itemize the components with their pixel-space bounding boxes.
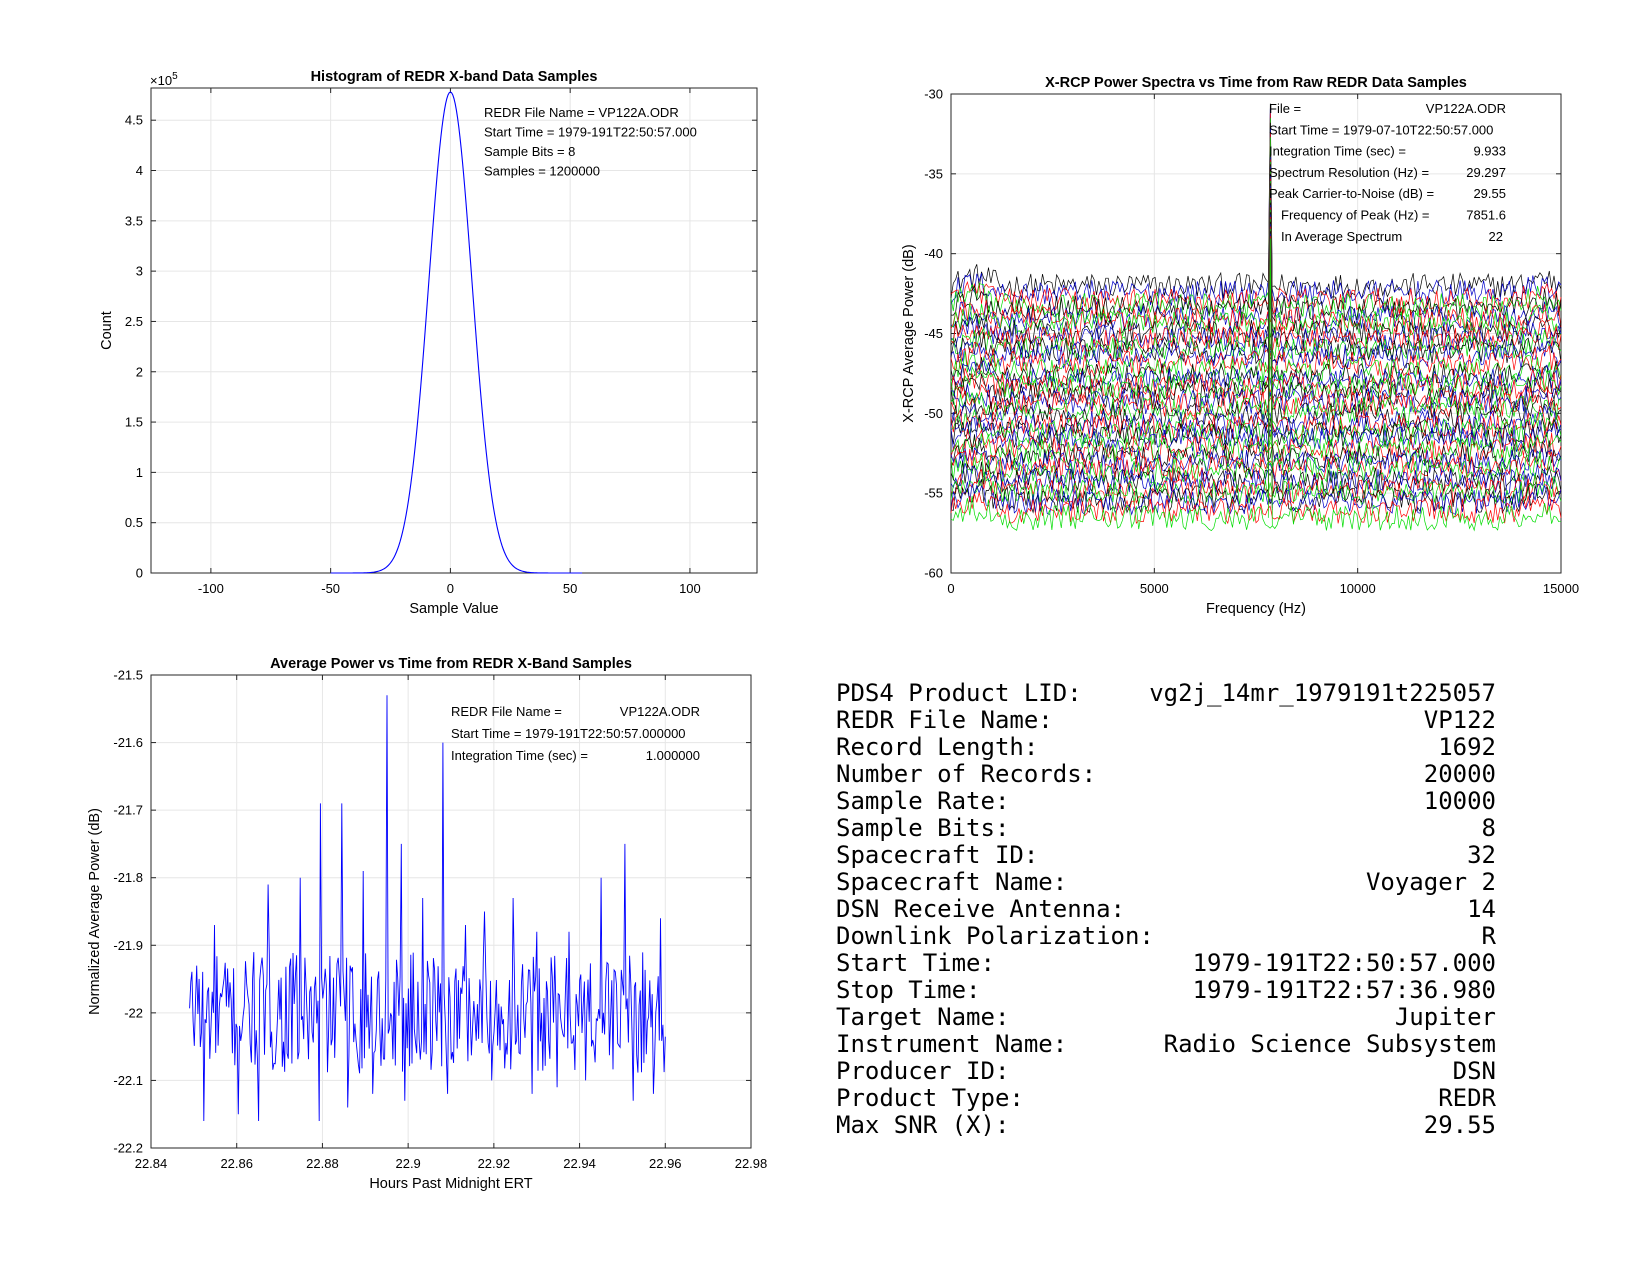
summary-label: Spacecraft Name:: [836, 868, 1068, 896]
summary-label: Producer ID:: [836, 1057, 1010, 1085]
summary-value: 1979-191T22:57:36.980: [1192, 976, 1496, 1004]
x-tick-label: 50: [563, 581, 577, 596]
y-tick-label: 4.5: [125, 113, 143, 128]
annotation-text: Sample Bits = 8: [484, 144, 575, 159]
histogram-curve: [330, 91, 583, 574]
summary-value: REDR: [1438, 1084, 1496, 1112]
summary-label: PDS4 Product LID:: [836, 679, 1082, 707]
summary-label: Product Type:: [836, 1084, 1024, 1112]
summary-row: Spacecraft Name: Voyager 2: [836, 869, 1496, 896]
x-tick-label: -100: [198, 581, 224, 596]
x-tick-label: 100: [679, 581, 701, 596]
y-axis-label: Count: [99, 311, 115, 350]
summary-value: Jupiter: [1394, 1003, 1496, 1031]
y-tick-label: 2: [136, 364, 143, 379]
summary-row: Sample Bits: 8: [836, 815, 1496, 842]
summary-label: Start Time:: [836, 949, 995, 977]
exponent-base: ×10: [150, 73, 172, 88]
summary-value: 14: [1467, 895, 1496, 923]
summary-value: R: [1481, 922, 1496, 950]
y-exponent-label: ×105: [150, 71, 178, 88]
summary-row: DSN Receive Antenna: 14: [836, 896, 1496, 923]
summary-value: 8: [1481, 814, 1496, 842]
summary-label: Number of Records:: [836, 760, 1097, 788]
summary-value: VP122: [1423, 706, 1496, 734]
summary-row: Target Name: Jupiter: [836, 1004, 1496, 1031]
chart-title: Histogram of REDR X-band Data Samples: [311, 69, 598, 85]
y-tick-label: 3: [136, 264, 143, 279]
plot-frame: [150, 87, 758, 574]
summary-value: 29.55: [1423, 1111, 1496, 1139]
summary-row: Spacecraft ID: 32: [836, 842, 1496, 869]
summary-value: 32: [1467, 841, 1496, 869]
summary-label: REDR File Name:: [836, 706, 1053, 734]
summary-row: Sample Rate: 10000: [836, 788, 1496, 815]
summary-label: Sample Bits:: [836, 814, 1010, 842]
summary-value: 1979-191T22:50:57.000: [1192, 949, 1496, 977]
summary-label: Instrument Name:: [836, 1030, 1068, 1058]
summary-value: 10000: [1423, 787, 1496, 815]
exponent-power: 5: [172, 71, 178, 82]
x-axis-label: Sample Value: [409, 601, 498, 617]
summary-row: Record Length: 1692: [836, 734, 1496, 761]
y-tick-label: 2.5: [125, 314, 143, 329]
y-tick-label: 4: [136, 163, 143, 178]
summary-row: Producer ID: DSN: [836, 1058, 1496, 1085]
summary-label: DSN Receive Antenna:: [836, 895, 1125, 923]
annotation-text: REDR File Name = VP122A.ODR: [484, 105, 679, 120]
y-tick-label: 1: [136, 465, 143, 480]
summary-label: Target Name:: [836, 1003, 1010, 1031]
annotation-text: Samples = 1200000: [484, 164, 600, 179]
y-tick-label: 0.5: [125, 515, 143, 530]
summary-value: Voyager 2: [1365, 868, 1496, 896]
x-tick-label: -50: [321, 581, 340, 596]
summary-row: Product Type: REDR: [836, 1085, 1496, 1112]
summary-value: 20000: [1423, 760, 1496, 788]
summary-value: DSN: [1452, 1057, 1496, 1085]
summary-label: Sample Rate:: [836, 787, 1010, 815]
y-tick-label: 3.5: [125, 213, 143, 228]
summary-row: REDR File Name: VP122: [836, 707, 1496, 734]
axis-ticks: -100 -50 0 50 100 0 0.5 1 1.5 2 2.5 3 3.5 4 4.5: [125, 88, 757, 596]
summary-label: Record Length:: [836, 733, 1039, 761]
product-summary-table: PDS4 Product LID: vg2j_14mr_1979191t22505…: [836, 680, 1496, 1139]
summary-row: Start Time: 1979-191T22:50:57.000: [836, 950, 1496, 977]
summary-row: Instrument Name: Radio Science Subsystem: [836, 1031, 1496, 1058]
summary-value: vg2j_14mr_1979191t225057: [1149, 679, 1496, 707]
summary-row: Downlink Polarization: R: [836, 923, 1496, 950]
summary-value: Radio Science Subsystem: [1163, 1030, 1496, 1058]
summary-row: Number of Records: 20000: [836, 761, 1496, 788]
summary-label: Max SNR (X):: [836, 1111, 1010, 1139]
summary-row: Stop Time: 1979-191T22:57:36.980: [836, 977, 1496, 1004]
summary-value: 1692: [1438, 733, 1496, 761]
grid-lines: [151, 88, 757, 574]
summary-label: Spacecraft ID:: [836, 841, 1039, 869]
annotation-text: Start Time = 1979-191T22:50:57.000: [484, 125, 697, 140]
y-tick-label: 0: [136, 566, 143, 581]
x-tick-label: 0: [447, 581, 454, 596]
summary-label: Downlink Polarization:: [836, 922, 1154, 950]
y-tick-label: 1.5: [125, 415, 143, 430]
summary-label: Stop Time:: [836, 976, 981, 1004]
summary-row: PDS4 Product LID: vg2j_14mr_1979191t22505…: [836, 680, 1496, 707]
summary-row: Max SNR (X): 29.55: [836, 1112, 1496, 1139]
